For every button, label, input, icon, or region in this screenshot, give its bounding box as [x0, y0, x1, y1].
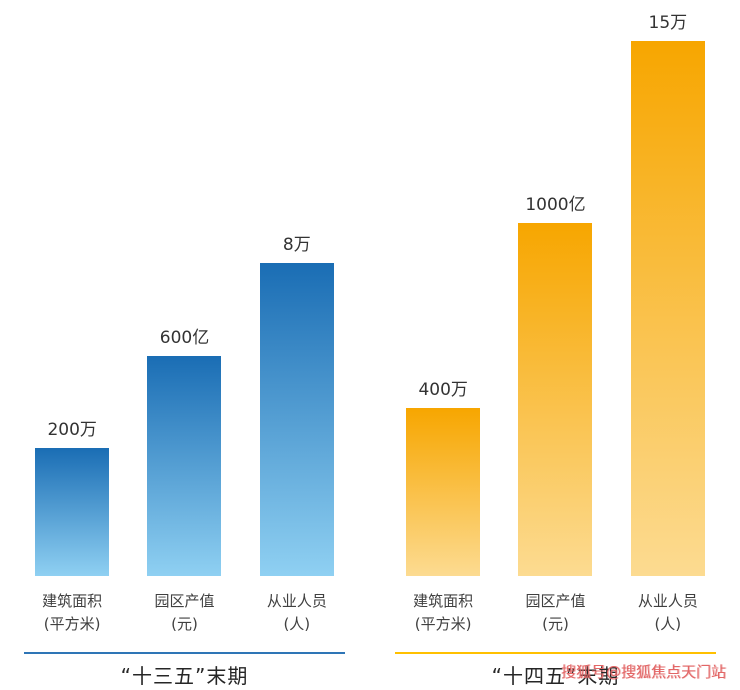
value-label: 15万 — [648, 13, 688, 33]
value-label: 200万 — [47, 420, 97, 440]
category-label: 园区产值 (元) — [525, 590, 585, 638]
category-label: 从业人员 (人) — [267, 590, 327, 638]
group-14th-fyp: 400万 建筑面积 (平方米) 1000亿 园区产值 (元) 15万 — [387, 6, 724, 638]
category-label: 建筑面积 (平方米) — [42, 590, 102, 638]
category-label: 建筑面积 (平方米) — [413, 590, 473, 638]
category-unit: (人) — [654, 615, 682, 633]
category-unit: (人) — [283, 615, 311, 633]
plot-area: 200万 建筑面积 (平方米) 600亿 园区产值 (元) 8万 从 — [16, 6, 724, 638]
axis-row: “十三五”末期 “十四五”末期 — [16, 652, 724, 689]
bar — [259, 263, 334, 576]
category-unit: (元) — [542, 615, 569, 633]
value-label: 8万 — [282, 235, 311, 255]
axis-group-13th-fyp: “十三五”末期 — [16, 652, 353, 689]
bar-column: 8万 从业人员 (人) — [241, 6, 353, 638]
group-13th-fyp: 200万 建筑面积 (平方米) 600亿 园区产值 (元) 8万 从 — [16, 6, 353, 638]
category-unit: (平方米) — [414, 615, 472, 633]
axis-line-blue — [24, 652, 345, 654]
value-label: 400万 — [418, 380, 468, 400]
bar-column: 200万 建筑面积 (平方米) — [16, 6, 128, 638]
category-label: 从业人员 (人) — [638, 590, 698, 638]
bar-column: 400万 建筑面积 (平方米) — [387, 6, 499, 638]
group-gap — [353, 652, 387, 689]
category-name: 从业人员 — [637, 592, 698, 610]
bar-column: 600亿 园区产值 (元) — [128, 6, 240, 638]
axis-line-orange — [395, 652, 716, 654]
watermark: 搜狐号@搜狐焦点天门站 — [560, 663, 726, 681]
axis-group-14th-fyp: “十四五”末期 — [387, 652, 724, 689]
group-title: “十三五”末期 — [120, 664, 249, 688]
value-label: 1000亿 — [525, 195, 586, 215]
category-unit: (元) — [171, 615, 198, 633]
bar-column: 1000亿 园区产值 (元) — [499, 6, 611, 638]
category-name: 园区产值 — [154, 592, 215, 610]
bar — [406, 408, 481, 576]
category-name: 园区产值 — [525, 592, 586, 610]
category-name: 从业人员 — [266, 592, 327, 610]
bar-column: 15万 从业人员 (人) — [612, 6, 724, 638]
group-title: “十四五”末期 — [491, 664, 620, 688]
bar — [147, 356, 222, 576]
bar — [518, 223, 593, 576]
bar — [35, 448, 110, 576]
bar — [630, 41, 705, 576]
category-name: 建筑面积 — [42, 592, 103, 610]
value-label: 600亿 — [159, 328, 210, 348]
category-label: 园区产值 (元) — [154, 590, 214, 638]
category-name: 建筑面积 — [413, 592, 474, 610]
category-unit: (平方米) — [43, 615, 101, 633]
